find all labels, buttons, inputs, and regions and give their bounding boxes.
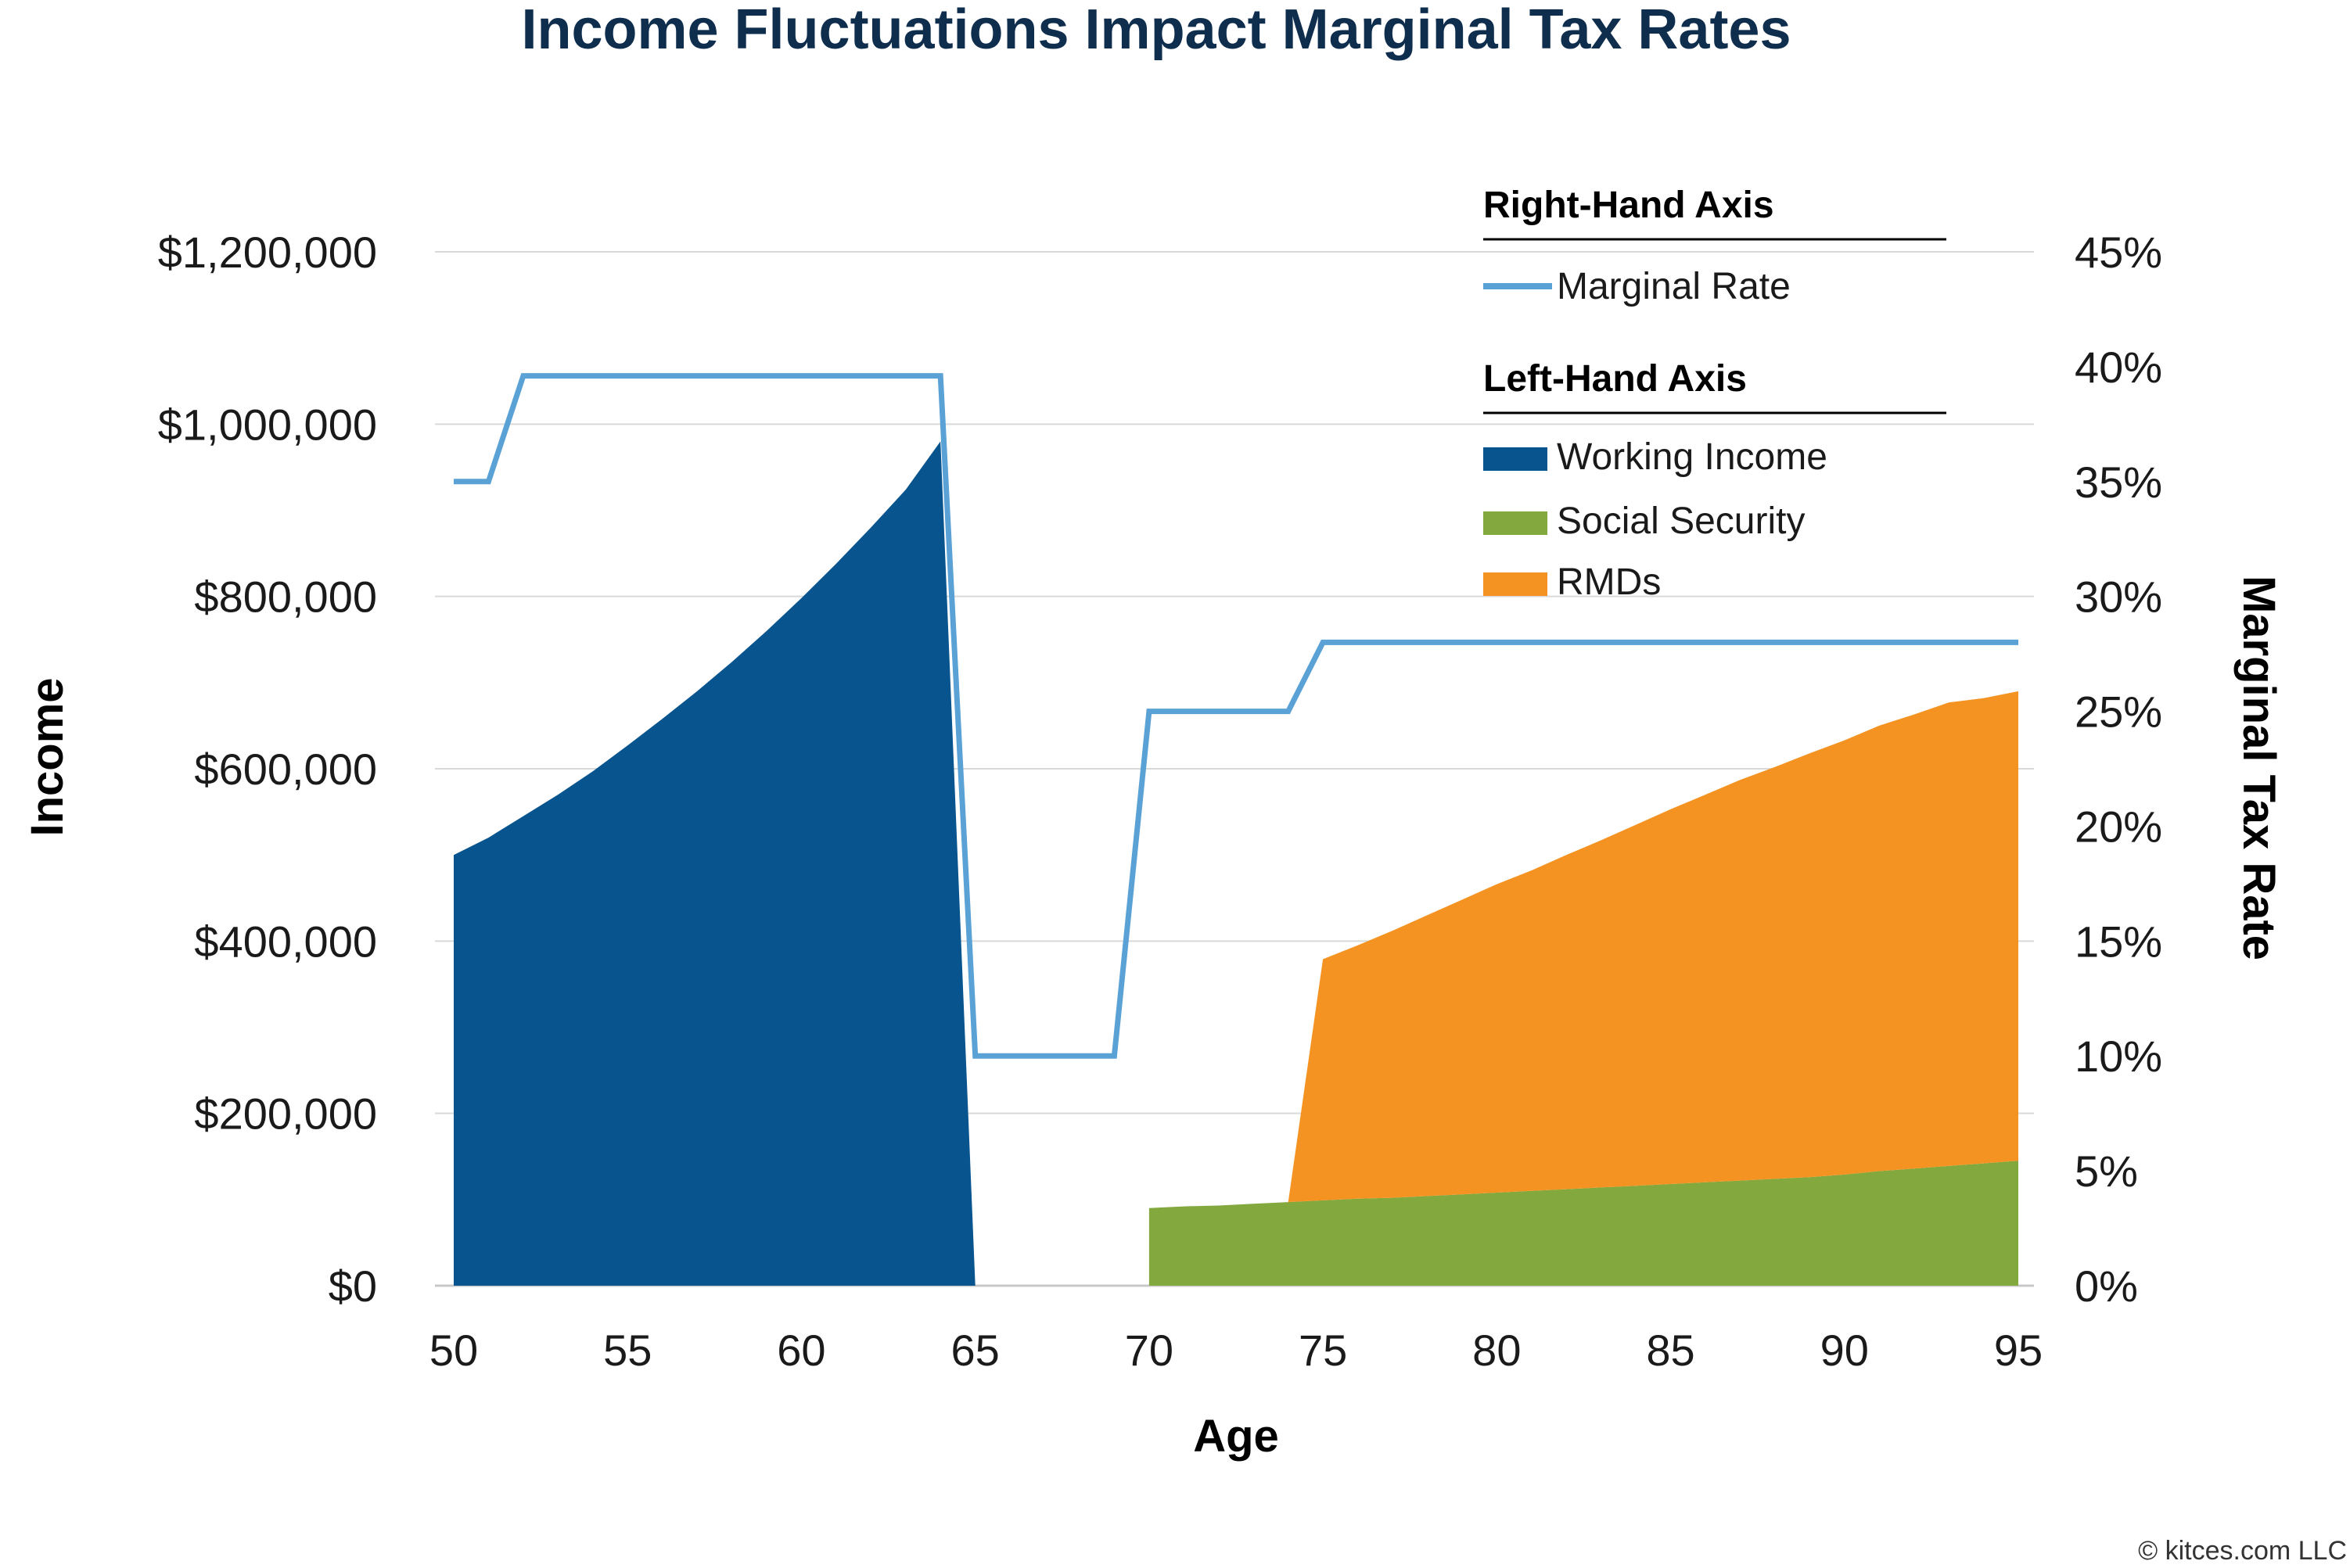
area-working-income [454,441,976,1286]
x-tick-label: 55 [603,1326,652,1375]
line-series [454,373,2018,1059]
y-axis-left-title: Income [22,677,73,836]
legend-label-rmds: RMDs [1557,562,1661,603]
x-tick-label: 70 [1125,1326,1173,1375]
x-tick-label: 50 [429,1326,478,1375]
y-axis-left-ticks: $0 $200,000 $400,000 $600,000 $800,000 $1,000… [158,228,377,1311]
y-left-tick-label: $800,000 [194,572,377,622]
y-right-tick-label: 40% [2075,343,2162,392]
y-left-tick-label: $0 [329,1261,377,1311]
y-axis-right-ticks: 0% 5% 10% 15% 20% 25% 30% 35% 40% 45% [2075,228,2162,1311]
x-tick-label: 85 [1646,1326,1694,1375]
legend-label-working-income: Working Income [1557,436,1827,478]
x-tick-label: 75 [1299,1326,1347,1375]
y-left-tick-label: $200,000 [194,1089,377,1139]
y-right-tick-label: 25% [2075,687,2162,737]
area-social-security [1148,1161,2018,1286]
y-left-tick-label: $400,000 [194,917,377,966]
y-right-tick-label: 35% [2075,457,2162,507]
y-left-tick-label: $1,200,000 [158,228,377,277]
x-tick-label: 90 [1820,1326,1869,1375]
x-tick-label: 60 [777,1326,825,1375]
y-right-tick-label: 15% [2075,917,2162,966]
legend-swatch-social-security [1483,511,1547,535]
y-left-tick-label: $600,000 [194,745,377,794]
x-axis-title: Age [1193,1411,1279,1462]
credit-text: © kitces.com LLC [2138,1536,2347,1566]
area-rmds [1288,691,2018,1203]
chart-title: Income Fluctuations Impact Marginal Tax … [521,0,1791,61]
y-right-tick-label: 10% [2075,1032,2162,1081]
y-right-tick-label: 0% [2075,1261,2138,1311]
legend: Right-Hand Axis Marginal Rate Left-Hand … [1483,185,1946,603]
y-right-tick-label: 30% [2075,572,2162,622]
y-right-tick-label: 20% [2075,802,2162,851]
legend-label-marginal-rate: Marginal Rate [1557,266,1791,307]
legend-swatch-rmds [1483,572,1547,596]
line-marginal-rate [454,373,2018,1059]
y-axis-right-title: Marginal Tax Rate [2233,576,2284,960]
area-series [454,441,2018,1286]
legend-heading-right-axis: Right-Hand Axis [1483,185,1774,226]
legend-label-social-security: Social Security [1557,501,1805,542]
legend-swatch-working-income [1483,447,1547,471]
legend-heading-left-axis: Left-Hand Axis [1483,358,1747,400]
y-left-tick-label: $1,000,000 [158,400,377,449]
x-tick-label: 80 [1472,1326,1521,1375]
y-right-tick-label: 5% [2075,1146,2138,1196]
x-tick-label: 95 [1994,1326,2043,1375]
x-axis-ticks: 50 55 60 65 70 75 80 85 90 95 [429,1326,2043,1375]
y-right-tick-label: 45% [2075,228,2162,277]
x-tick-label: 65 [951,1326,1000,1375]
